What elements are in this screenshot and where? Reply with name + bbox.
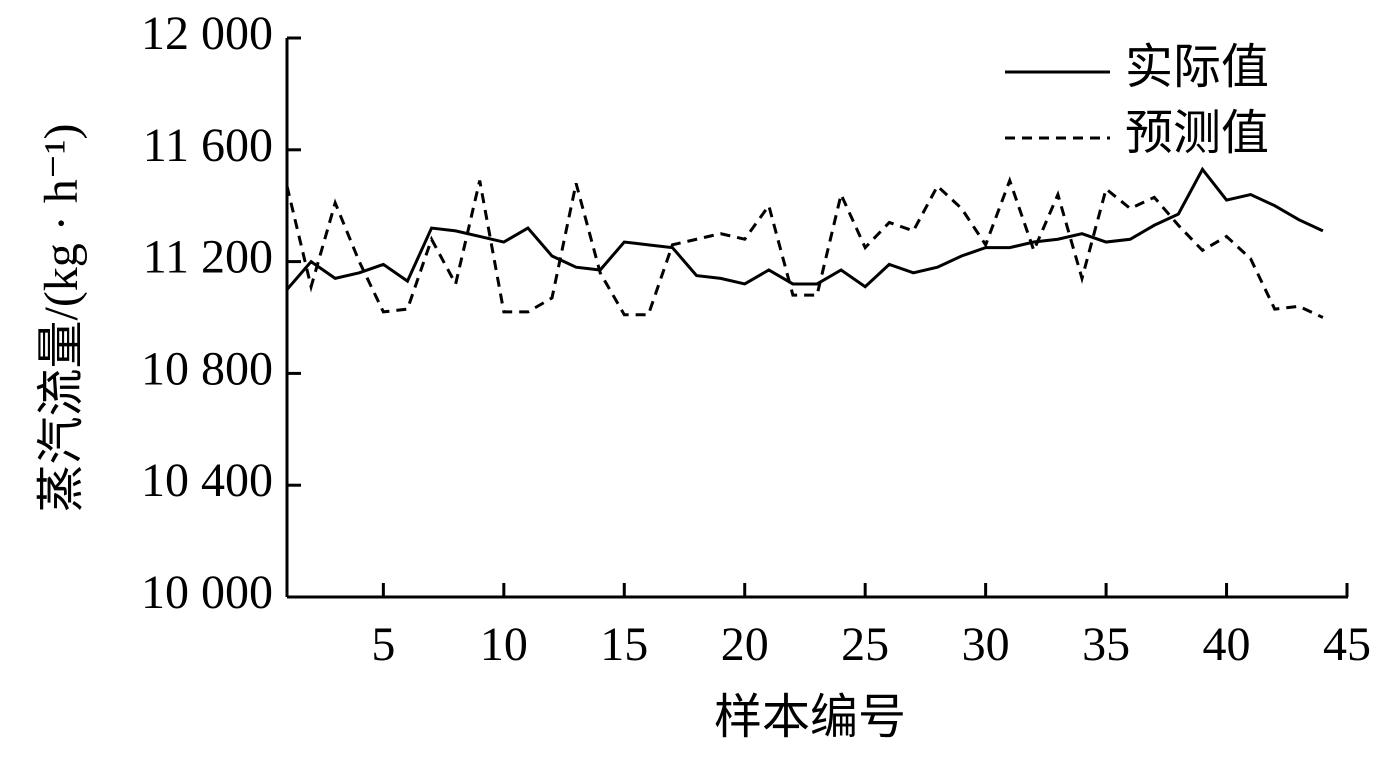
x-tick-label: 30 [962, 618, 1010, 671]
x-tick-label: 45 [1323, 618, 1371, 671]
x-tick-label: 10 [480, 618, 528, 671]
y-tick-label: 10 800 [141, 342, 273, 395]
x-tick-label: 25 [841, 618, 889, 671]
x-tick-label: 15 [600, 618, 648, 671]
x-tick-label: 20 [721, 618, 769, 671]
x-tick-label: 40 [1203, 618, 1251, 671]
y-axis-title: 蒸汽流量/(kg · h⁻¹) [35, 123, 88, 512]
y-tick-label: 11 600 [143, 119, 273, 172]
legend-label: 实际值 [1125, 41, 1269, 94]
legend-label: 预测值 [1125, 107, 1269, 160]
y-tick-label: 11 200 [143, 231, 273, 284]
x-axis-title: 样本编号 [714, 691, 906, 744]
y-tick-label: 10 000 [141, 566, 273, 619]
y-tick-label: 10 400 [141, 454, 273, 507]
data-line [285, 166, 1324, 291]
data-line [285, 176, 1324, 319]
x-tick-label: 35 [1082, 618, 1130, 671]
y-tick-label: 12 000 [141, 7, 273, 60]
x-tick-label: 5 [371, 618, 395, 671]
